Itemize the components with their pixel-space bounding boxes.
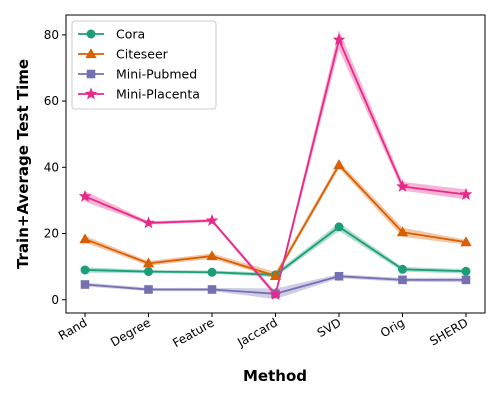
point-citeseer (396, 226, 409, 237)
point-cora (80, 265, 90, 275)
point-cora (207, 267, 217, 277)
point-citeseer (142, 257, 155, 268)
x-axis: Rand Degree Feature Jaccard SVD Orig SHERD (56, 313, 471, 350)
x-tick-label: Jaccard (234, 315, 280, 350)
legend: Cora Citeseer Mini-Pubmed Mini-Placenta (71, 20, 217, 110)
y-axis-title: Train+Average Test Time (14, 59, 32, 269)
point-citeseer (79, 233, 91, 244)
point-citeseer (460, 236, 472, 247)
point-mini-placenta (205, 214, 219, 226)
point-mini-pubmed (207, 285, 217, 294)
point-mini-placenta (142, 216, 155, 229)
legend-label-citeseer: Citeseer (116, 47, 169, 62)
x-tick-label: Feature (170, 315, 216, 350)
point-mini-placenta (269, 287, 282, 300)
legend-frame (71, 20, 217, 110)
x-tick-label: Orig (378, 315, 407, 340)
y-tick-label: 40 (44, 160, 59, 174)
point-cora (334, 222, 344, 232)
point-mini-placenta (459, 187, 473, 200)
y-tick-label: 60 (44, 94, 59, 108)
x-tick-label: SVD (315, 315, 344, 340)
x-axis-title: Method (243, 367, 307, 385)
point-mini-pubmed (144, 285, 153, 294)
x-tick-label: Rand (56, 315, 90, 342)
series-markers (78, 33, 473, 300)
point-mini-pubmed (461, 275, 471, 285)
x-tick-label: SHERD (427, 315, 470, 348)
y-tick-label: 80 (44, 28, 59, 42)
point-mini-placenta (332, 33, 346, 46)
legend-label-mini-placenta: Mini-Placenta (116, 87, 200, 102)
legend-label-mini-pubmed: Mini-Pubmed (116, 67, 197, 82)
point-mini-pubmed (80, 280, 90, 289)
point-cora (461, 266, 471, 276)
legend-label-cora: Cora (116, 27, 145, 42)
point-mini-placenta (78, 189, 92, 202)
legend-marker-mini-pubmed (86, 69, 96, 79)
point-cora (144, 267, 153, 277)
legend-marker-citeseer (85, 48, 97, 59)
y-axis: 0 20 40 60 80 (44, 28, 66, 307)
y-tick-label: 20 (44, 227, 59, 241)
point-cora (398, 264, 407, 274)
point-citeseer (206, 250, 218, 261)
point-mini-placenta (396, 179, 409, 192)
y-tick-label: 0 (51, 293, 59, 307)
legend-marker-cora (86, 29, 96, 39)
point-citeseer (333, 159, 345, 170)
legend-marker-mini-placenta (84, 87, 98, 100)
point-citeseer (269, 270, 282, 281)
x-tick-label: Degree (108, 315, 153, 349)
point-mini-pubmed (398, 275, 407, 285)
point-mini-pubmed (334, 271, 344, 281)
